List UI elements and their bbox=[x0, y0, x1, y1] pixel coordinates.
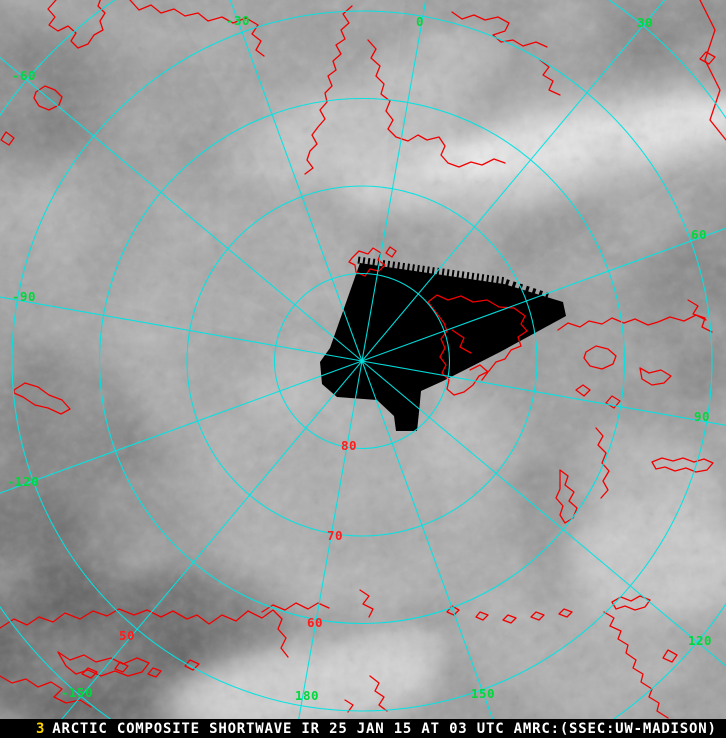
coastlines bbox=[0, 0, 726, 719]
meridian-line bbox=[45, 360, 363, 738]
meridian-line bbox=[0, 56, 363, 362]
latitude-circle-50 bbox=[11, 10, 713, 712]
longitude-label: 150 bbox=[471, 686, 495, 701]
missing-data-sector bbox=[320, 256, 566, 431]
meridian-line bbox=[361, 360, 726, 426]
longitude-label: 30 bbox=[637, 15, 653, 30]
longitude-label: 90 bbox=[694, 409, 710, 424]
latitude-label: 80 bbox=[341, 438, 357, 453]
meridian-line bbox=[361, 0, 427, 362]
status-bar: 3 ARCTIC COMPOSITE SHORTWAVE IR 25 JAN 1… bbox=[0, 719, 726, 738]
longitude-label: 0 bbox=[416, 14, 424, 29]
channel-number: 3 bbox=[36, 720, 46, 737]
meridian-line bbox=[361, 360, 501, 738]
longitude-labels: -30 0 30 -60 60 -90 90 -120 120 -150 150… bbox=[7, 13, 712, 703]
longitude-label: 120 bbox=[688, 633, 712, 648]
meridian-line bbox=[0, 360, 363, 494]
latitude-labels: 80 70 60 50 bbox=[119, 438, 357, 643]
longitude-label: -30 bbox=[226, 13, 250, 28]
latitude-label: 60 bbox=[307, 615, 323, 630]
meridian-line bbox=[361, 227, 726, 362]
meridian-line bbox=[361, 0, 666, 362]
latitude-label: 50 bbox=[119, 628, 135, 643]
latitude-circle-80 bbox=[273, 272, 451, 450]
longitude-label: 60 bbox=[691, 227, 707, 242]
meridian-line bbox=[0, 296, 363, 362]
longitude-label: 180 bbox=[295, 688, 319, 703]
longitude-label: -120 bbox=[7, 474, 39, 489]
meridian-line bbox=[361, 360, 726, 667]
meridian-line bbox=[229, 0, 363, 362]
latitude-label: 70 bbox=[327, 528, 343, 543]
image-title: ARCTIC COMPOSITE SHORTWAVE IR 25 JAN 15 … bbox=[52, 720, 717, 737]
longitude-label: -90 bbox=[12, 289, 36, 304]
longitude-label: -60 bbox=[12, 68, 36, 83]
meridian-line bbox=[294, 360, 363, 738]
latitude-circle-70 bbox=[186, 185, 538, 537]
longitude-label: -150 bbox=[61, 685, 93, 700]
latitude-circle-60 bbox=[98, 97, 626, 625]
